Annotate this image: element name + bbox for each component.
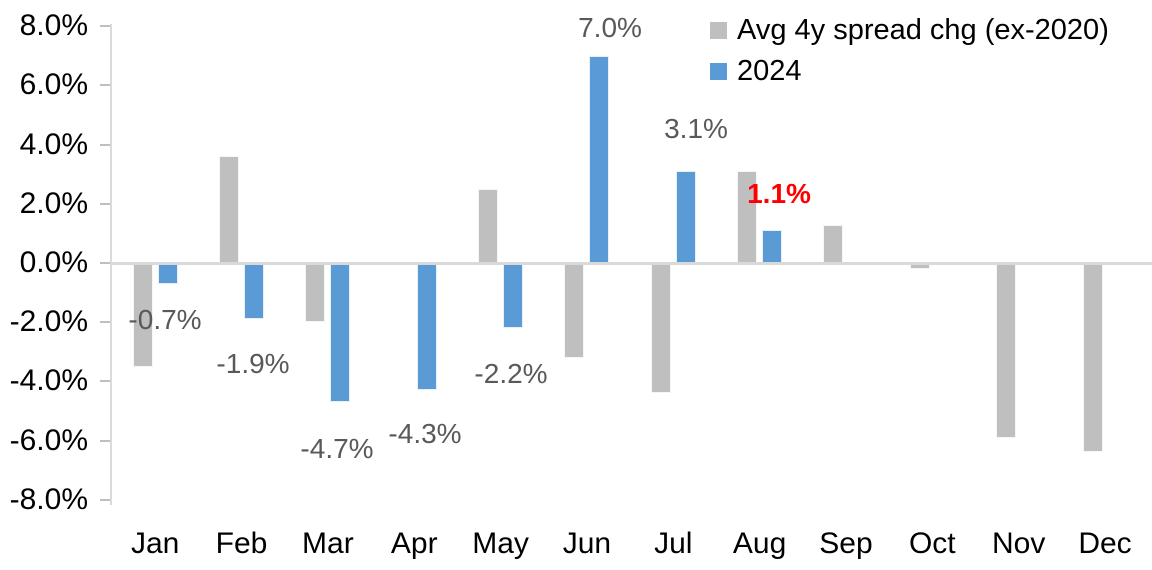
legend-swatch-gray: [710, 21, 727, 39]
bar-2024-apr: [416, 263, 437, 391]
bar-2024-jan: [157, 263, 178, 284]
y-axis-line: [110, 24, 112, 505]
y-axis-tick: [100, 439, 110, 442]
x-axis-label-aug: Aug: [732, 527, 787, 560]
y-axis-tick: [100, 25, 110, 28]
x-axis-label-mar: Mar: [302, 527, 354, 560]
data-label-jul: 3.1%: [664, 113, 728, 144]
y-axis-tick: [100, 84, 110, 87]
x-axis-label-oct: Oct: [908, 527, 956, 560]
bar-2024-jun: [589, 55, 610, 263]
bar-avg-may: [478, 189, 499, 263]
y-axis-tick: [100, 321, 110, 324]
bar-avg-jul: [650, 263, 671, 394]
bar-2024-jul: [675, 171, 696, 263]
data-label-apr: -4.3%: [388, 418, 462, 449]
x-axis-label-jun: Jun: [562, 527, 612, 560]
y-tick-label: -8.0%: [9, 482, 88, 516]
data-label-jan: -0.7%: [128, 304, 202, 335]
legend-swatch-blue: [710, 62, 727, 80]
y-axis-tick: [100, 202, 110, 205]
bar-2024-aug: [762, 230, 783, 263]
y-axis-tick: [100, 262, 110, 264]
bar-avg-mar: [305, 263, 326, 323]
x-axis-label-jan: Jan: [130, 527, 180, 560]
legend-item-2024: 2024: [710, 53, 1109, 89]
zero-baseline: [110, 261, 1152, 265]
x-axis-label-apr: Apr: [390, 527, 438, 560]
y-tick-label: -4.0%: [9, 364, 88, 398]
x-axis-label-nov: Nov: [991, 527, 1046, 560]
y-axis-tick: [100, 498, 110, 501]
bar-2024-feb: [244, 263, 265, 320]
legend-label-2024: 2024: [737, 55, 802, 87]
y-tick-label: -6.0%: [9, 423, 88, 457]
y-tick-label: 8.0%: [19, 9, 88, 43]
x-axis-label-feb: Feb: [215, 527, 268, 560]
y-axis-tick: [100, 143, 110, 146]
data-label-may: -2.2%: [474, 358, 548, 389]
bar-2024-mar: [330, 263, 351, 403]
y-tick-label: 4.0%: [19, 127, 88, 161]
x-axis-label-dec: Dec: [1078, 527, 1132, 560]
bar-avg-dec: [1082, 263, 1103, 453]
legend-item-avg-4y-spread: Avg 4y spread chg (ex-2020): [710, 12, 1109, 48]
bar-avg-nov: [996, 263, 1017, 438]
data-label-feb: -1.9%: [216, 348, 290, 379]
data-label-jun: 7.0%: [578, 12, 642, 43]
y-tick-label: 6.0%: [19, 68, 88, 102]
y-tick-label: -2.0%: [9, 305, 88, 339]
data-label-aug: 1.1%: [747, 178, 811, 209]
bar-2024-may: [503, 263, 524, 329]
y-tick-label: 0.0%: [19, 246, 88, 279]
data-label-mar: -4.7%: [300, 433, 374, 464]
x-axis-label-sep: Sep: [819, 527, 873, 560]
y-axis-tick: [100, 380, 110, 383]
bar-avg-sep: [823, 224, 844, 263]
bar-avg-feb: [219, 156, 240, 263]
x-axis-label-may: May: [472, 527, 529, 560]
y-tick-label: 2.0%: [19, 186, 88, 220]
x-axis-label-jul: Jul: [654, 527, 693, 560]
bar-avg-jun: [564, 263, 585, 358]
legend-label-avg-4y-spread: Avg 4y spread chg (ex-2020): [737, 14, 1109, 46]
legend: Avg 4y spread chg (ex-2020) 2024: [710, 12, 1109, 89]
